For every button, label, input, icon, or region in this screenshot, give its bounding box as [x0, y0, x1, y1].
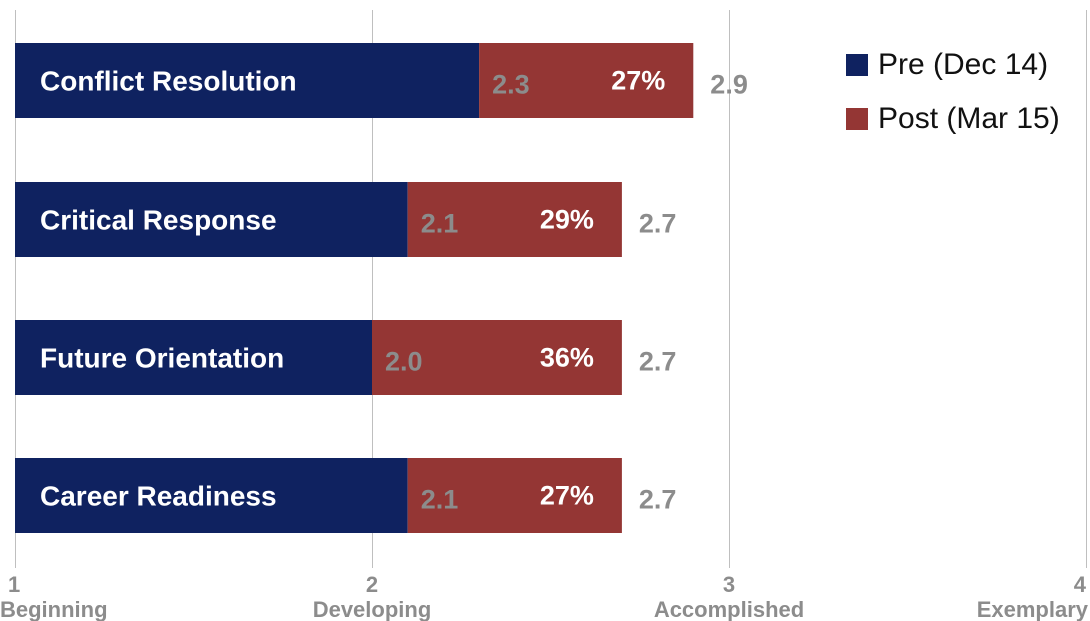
x-tick-number-2: 3 — [723, 572, 735, 597]
bar-post-1 — [407, 182, 622, 257]
bar-pre-1 — [15, 182, 408, 257]
x-tick-label-2: Accomplished — [654, 597, 804, 621]
category-label-2: Future Orientation — [40, 343, 284, 374]
legend-swatch-pre — [846, 54, 868, 76]
legend-item-post: Post (Mar 15) — [846, 92, 1060, 146]
legend-label-post: Post (Mar 15) — [878, 102, 1060, 135]
category-label-1: Critical Response — [40, 205, 277, 236]
category-label-3: Career Readiness — [40, 481, 277, 512]
x-tick-number-1: 2 — [366, 572, 378, 597]
legend: Pre (Dec 14) Post (Mar 15) — [846, 38, 1060, 146]
bar-post-2 — [372, 320, 622, 395]
x-tick-label-0: Beginning — [0, 597, 108, 621]
change-label-1: 29% — [540, 205, 594, 235]
change-label-0: 27% — [611, 66, 665, 96]
change-label-3: 27% — [540, 481, 594, 511]
post-value-label-1: 2.7 — [639, 209, 677, 239]
bar-post-3 — [407, 458, 622, 533]
legend-item-pre: Pre (Dec 14) — [846, 38, 1060, 92]
bar-pre-3 — [15, 458, 408, 533]
x-tick-label-3: Exemplary — [977, 597, 1089, 621]
bar-pre-2 — [15, 320, 372, 395]
bar-pre-0 — [15, 43, 480, 118]
legend-swatch-post — [846, 108, 868, 130]
x-tick-number-0: 1 — [8, 572, 20, 597]
bar-post-0 — [479, 43, 694, 118]
change-label-2: 36% — [540, 343, 594, 373]
x-tick-label-1: Developing — [313, 597, 432, 621]
pre-value-label-0: 2.3 — [492, 70, 530, 100]
post-value-label-2: 2.7 — [639, 347, 677, 377]
pre-value-label-2: 2.0 — [385, 347, 423, 377]
legend-label-pre: Pre (Dec 14) — [878, 48, 1049, 81]
post-value-label-3: 2.7 — [639, 485, 677, 515]
post-value-label-0: 2.9 — [710, 70, 748, 100]
x-tick-number-3: 4 — [1074, 572, 1087, 597]
pre-value-label-1: 2.1 — [421, 209, 459, 239]
pre-value-label-3: 2.1 — [421, 485, 459, 515]
category-label-0: Conflict Resolution — [40, 66, 297, 97]
